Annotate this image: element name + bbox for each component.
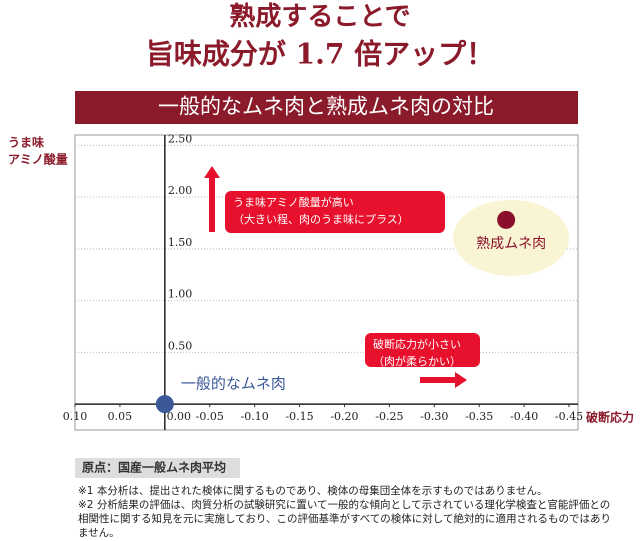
annotation: 破断応力が小さい [373,337,461,351]
glow [453,199,570,276]
annotation: （大きい程、肉のうま味にプラス） [233,212,409,226]
x-label: 破断応力 [586,410,634,425]
x-tick-label: -0.35 [465,410,493,423]
plot-frame [74,134,579,431]
x-tick-label: -0.25 [375,410,403,423]
x-tick-label: 0.00 [167,410,192,423]
origin-note: 原点：国産一般ムネ肉平均 [82,460,226,475]
y-tick-label: 1.00 [168,288,193,301]
x-tick-label: -0.20 [330,410,358,423]
note-box [75,458,240,478]
y-label: うま味 [8,135,44,150]
point-label: 一般的なムネ肉 [181,375,286,393]
y-tick-label: 0.50 [168,339,193,352]
point [155,395,174,414]
x-tick-label: -0.45 [555,410,583,423]
callout [225,191,445,233]
annotation: （肉が柔らかい） [373,354,461,368]
arrow [204,166,220,232]
x-tick-label: 0.05 [108,410,133,423]
point [497,210,516,229]
footnote: ※1 本分析は、提出された検体に関するものであり、検体の母集団全体を示すものでは… [78,485,548,497]
title: 旨味成分が 1.7 倍アップ！ [146,38,494,71]
callout [365,333,480,367]
x-tick-label: -0.40 [510,410,538,423]
banner [75,91,578,124]
y-tick-label: 1.50 [168,236,193,249]
x-tick-label: -0.30 [420,410,448,423]
annotation: うま味アミノ酸量が高い [233,195,354,209]
x-tick-label: -0.15 [285,410,313,423]
footnotes: ※1 本分析は、提出された検体に関するものであり、検体の母集団全体を示すものでは… [78,484,618,540]
y-tick-label: 2.00 [168,184,193,197]
arrow [420,372,467,388]
x-tick-label: 0.10 [63,410,88,423]
point-label: 熟成ムネ肉 [476,236,546,252]
x-tick-label: -0.10 [241,410,269,423]
x-tick-label: -0.05 [196,410,224,423]
subtitle: 一般的なムネ肉と熟成ムネ肉の対比 [158,95,494,119]
y-label: アミノ酸量 [8,152,68,167]
footnote: ※2 分析結果の評価は、肉質分析の試験研究に置いて一般的な傾向として示されている… [78,499,611,539]
title: 熟成することで [229,1,410,32]
y-tick-label: 2.50 [168,132,193,145]
